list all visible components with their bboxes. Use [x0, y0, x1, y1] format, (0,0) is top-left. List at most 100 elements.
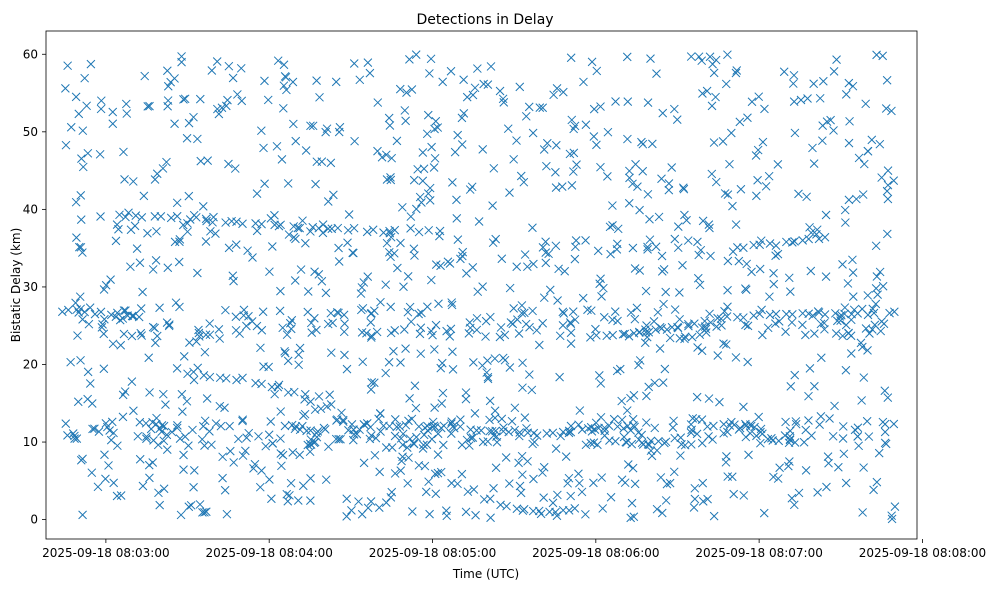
detection-marker	[323, 197, 333, 206]
y-tick-label: 20	[23, 357, 38, 371]
detection-marker	[570, 315, 580, 325]
detection-marker	[764, 171, 774, 181]
detection-marker	[883, 393, 893, 402]
detection-marker	[359, 278, 369, 287]
detection-marker	[260, 179, 269, 189]
detection-marker	[266, 417, 276, 426]
detection-marker	[96, 212, 105, 221]
detection-marker	[395, 84, 405, 94]
detection-marker	[220, 403, 229, 413]
detection-marker	[72, 233, 81, 242]
detection-marker	[115, 315, 125, 325]
detection-marker	[201, 507, 211, 517]
detection-marker	[824, 458, 833, 468]
detection-marker	[589, 478, 598, 488]
track-marker	[592, 330, 601, 340]
detection-marker	[753, 175, 762, 185]
detection-marker	[299, 411, 308, 421]
detection-marker	[323, 224, 333, 234]
detection-marker	[363, 58, 373, 67]
detection-marker	[885, 308, 894, 318]
detection-marker	[155, 500, 165, 510]
detection-marker	[288, 77, 298, 87]
detection-marker	[278, 450, 288, 460]
detection-marker	[683, 236, 693, 245]
detection-marker	[529, 259, 538, 269]
detection-marker	[623, 460, 633, 469]
detection-marker	[785, 287, 795, 296]
detection-marker	[587, 57, 597, 67]
detection-marker	[301, 146, 311, 155]
detection-marker	[189, 112, 198, 122]
detection-marker	[512, 136, 521, 145]
detection-marker	[173, 421, 182, 430]
detection-marker	[458, 247, 468, 257]
detection-marker	[799, 437, 809, 447]
detection-marker	[697, 56, 707, 66]
detection-marker	[853, 423, 863, 433]
detection-marker	[275, 306, 285, 316]
detection-marker	[101, 280, 111, 290]
detection-marker	[287, 315, 297, 325]
detection-marker	[704, 431, 713, 441]
detection-marker	[305, 439, 315, 449]
detection-marker	[200, 416, 210, 426]
detection-marker	[390, 431, 400, 441]
detection-marker	[132, 244, 142, 253]
detection-marker	[794, 189, 803, 199]
detection-marker	[278, 323, 288, 333]
detection-marker	[789, 97, 799, 106]
detection-marker	[472, 313, 482, 323]
detection-marker	[236, 63, 246, 73]
detection-marker	[77, 154, 86, 163]
detection-marker	[347, 506, 356, 515]
track-marker	[627, 439, 637, 449]
track-marker	[257, 219, 266, 229]
detection-marker	[785, 435, 795, 444]
track-marker	[238, 373, 247, 383]
detection-marker	[108, 107, 118, 117]
detection-marker	[805, 364, 815, 373]
detection-marker	[179, 352, 189, 361]
detection-marker	[704, 220, 714, 229]
track-marker	[289, 387, 299, 397]
detection-marker	[630, 264, 640, 273]
detection-marker	[608, 221, 617, 230]
detection-marker	[282, 85, 291, 95]
detection-marker	[524, 102, 534, 112]
detection-marker	[409, 244, 419, 254]
detection-marker	[259, 143, 268, 153]
detection-marker	[273, 56, 283, 66]
detection-marker	[692, 392, 702, 402]
detection-marker	[256, 126, 266, 136]
detection-marker	[426, 275, 436, 285]
detection-marker	[848, 268, 858, 277]
detection-marker	[839, 449, 849, 459]
x-tick-label: 2025-09-18 08:03:00	[42, 546, 169, 560]
detection-marker	[267, 494, 276, 504]
detection-marker	[203, 156, 213, 165]
detection-marker	[872, 477, 882, 487]
detection-marker	[883, 194, 893, 204]
detection-marker	[867, 135, 877, 145]
detection-marker	[184, 441, 193, 450]
track-marker	[619, 424, 628, 433]
y-axis-ticks: 0 10 20 30 40 50 60	[23, 47, 46, 527]
track-marker	[306, 397, 315, 407]
track-marker	[738, 313, 748, 322]
detection-marker	[603, 172, 612, 181]
detection-marker	[490, 354, 500, 363]
detection-marker	[473, 64, 482, 73]
detection-marker	[539, 462, 549, 472]
track-marker	[676, 433, 686, 442]
detection-marker	[809, 329, 819, 338]
y-tick-label: 40	[23, 202, 38, 216]
detection-marker	[228, 271, 238, 281]
detection-marker	[381, 368, 391, 378]
detection-marker	[189, 466, 199, 475]
detection-marker	[66, 357, 75, 367]
detection-marker	[252, 189, 262, 198]
detection-marker	[389, 346, 398, 356]
detection-marker	[566, 53, 576, 63]
detection-marker	[189, 482, 198, 492]
